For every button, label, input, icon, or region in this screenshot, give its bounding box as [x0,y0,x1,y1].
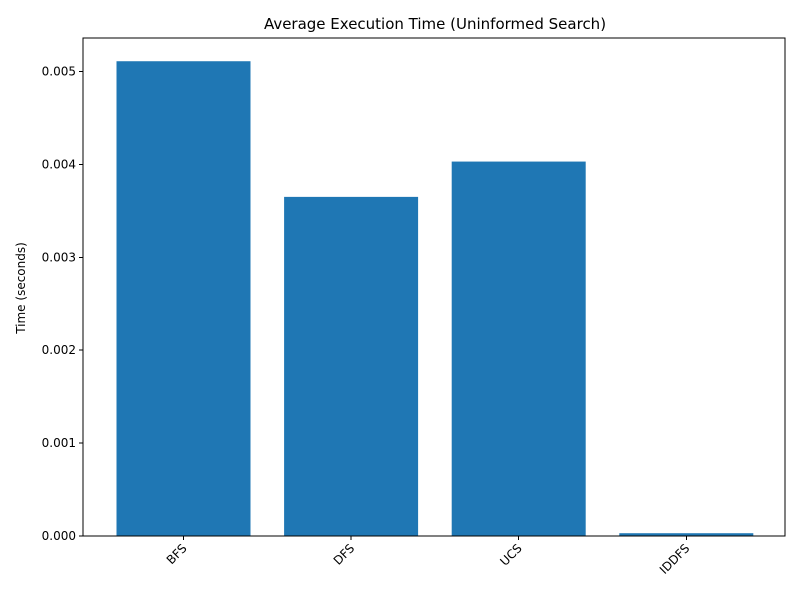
y-tick-label: 0.005 [42,64,76,78]
x-tick-label-dfs: DFS [331,541,358,568]
y-tick-label: 0.003 [42,250,76,264]
x-tick-label-ucs: UCS [497,541,524,568]
plot-frame [82,37,786,537]
y-axis-label: Time (seconds) [14,242,28,335]
bars-group [116,61,754,536]
chart-title: Average Execution Time (Uninformed Searc… [264,15,606,33]
y-ticks-group: 0.000 0.001 0.002 0.003 0.004 0.005 [42,64,83,543]
y-tick-label: 0.000 [42,529,76,543]
axes-frame [82,37,786,537]
bar-iddfs [619,533,754,536]
y-tick-label: 0.001 [42,436,76,450]
y-tick-label: 0.004 [42,157,76,171]
bar-dfs [284,196,419,536]
x-ticks-group: BFS DFS UCS IDDFS [164,536,693,577]
x-tick-label-iddfs: IDDFS [657,541,693,577]
bar-bfs [116,61,251,536]
y-tick-label: 0.002 [42,343,76,357]
bar-ucs [451,161,586,536]
x-tick-label-bfs: BFS [164,541,190,567]
